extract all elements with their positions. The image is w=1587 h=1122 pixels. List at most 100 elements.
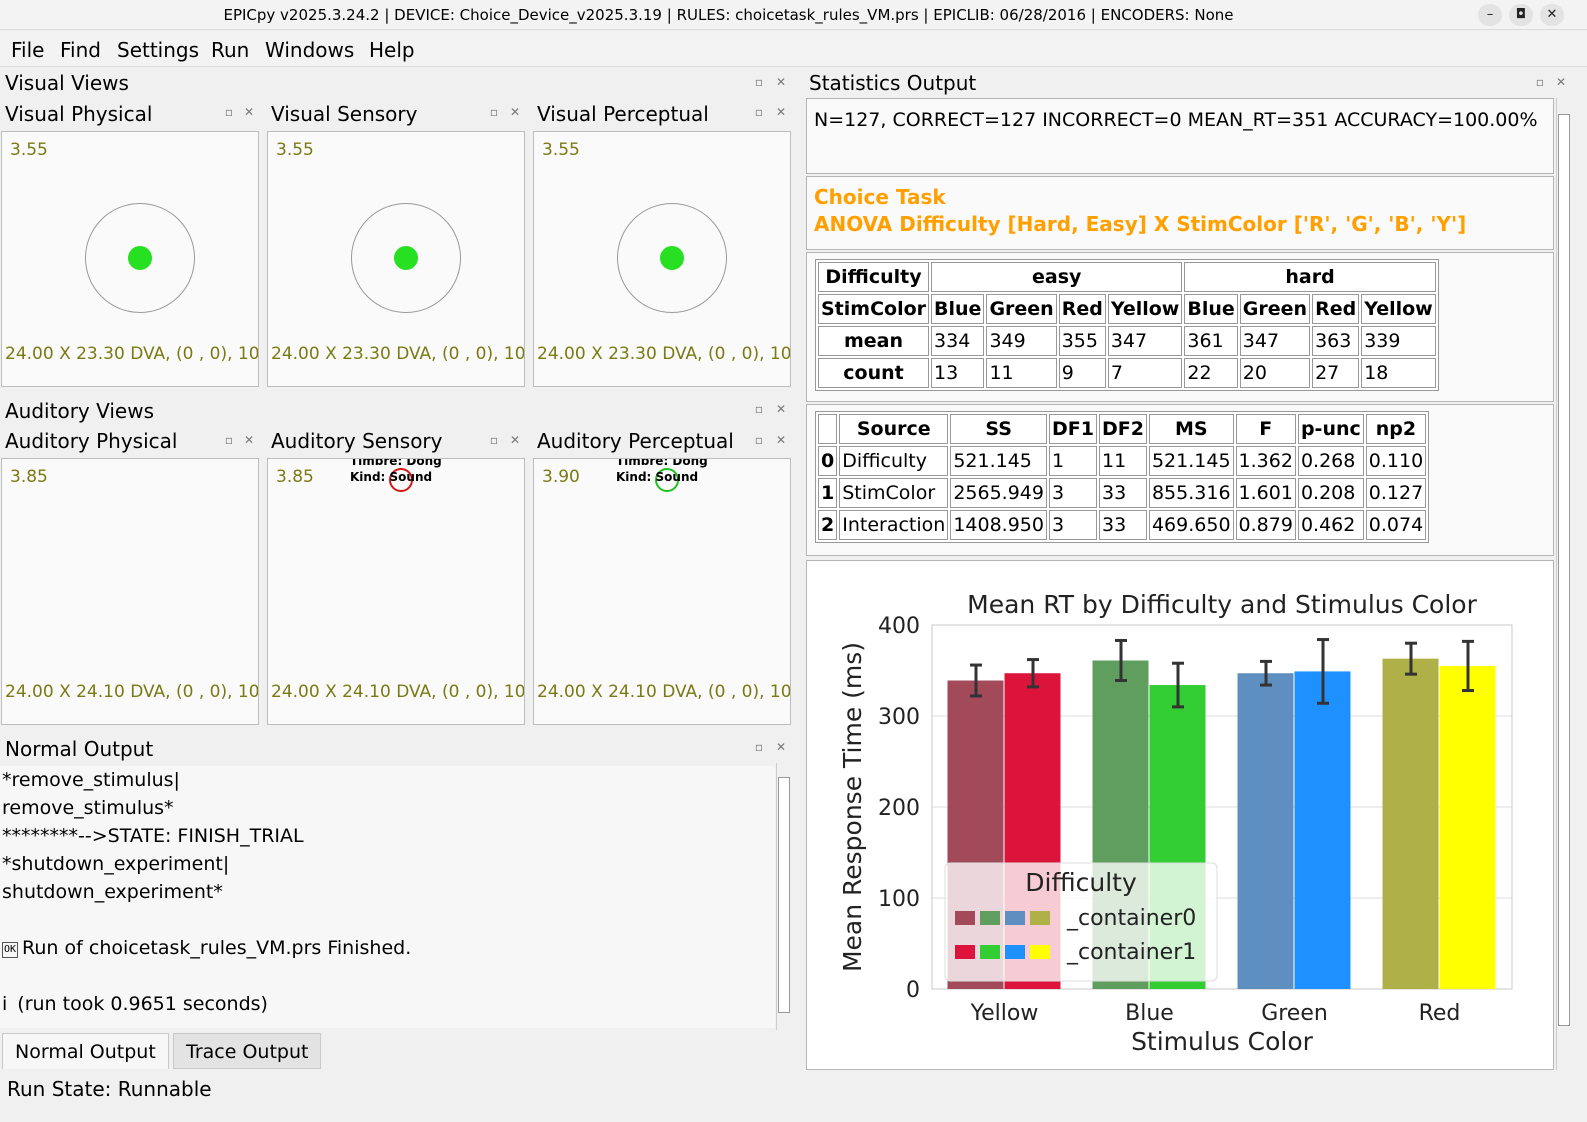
mean-cell: 347: [1107, 326, 1183, 356]
count-cell: 27: [1312, 358, 1360, 388]
count-cell: 20: [1239, 358, 1311, 388]
float-icon[interactable]: ▫: [224, 105, 234, 119]
scale-label: 3.90: [542, 467, 580, 487]
minimize-button[interactable]: –: [1478, 4, 1502, 26]
x-tick-label: Red: [1419, 1001, 1461, 1026]
menu-windows[interactable]: Windows: [265, 38, 355, 62]
anova-cell: 0.462: [1297, 510, 1364, 540]
close-icon[interactable]: ✕: [775, 740, 787, 754]
close-icon[interactable]: ✕: [775, 75, 787, 89]
normal-output-title: Normal Output: [5, 737, 154, 761]
anova-cell: 521.145: [950, 446, 1047, 476]
run-state: Run State: Runnable: [7, 1077, 212, 1101]
close-icon[interactable]: ✕: [509, 433, 521, 447]
descriptives-table: Difficulty easy hard StimColor Blue Gree…: [815, 259, 1439, 391]
visual-sensory-title: Visual Sensory: [271, 102, 418, 126]
statistics-title: Statistics Output: [809, 71, 977, 95]
task-title: Choice Task: [814, 185, 946, 209]
menu-help[interactable]: Help: [369, 38, 415, 62]
float-icon[interactable]: ▫: [224, 433, 234, 447]
visual-sensory-view: 3.55 24.00 X 23.30 DVA, (0 , 0), 10 p/DV…: [267, 131, 525, 387]
view-footer: 24.00 X 24.10 DVA, (0 , 0), 10 p/DVA: [5, 682, 259, 702]
close-icon[interactable]: ✕: [509, 105, 521, 119]
menu-find[interactable]: Find: [60, 38, 101, 62]
view-footer: 24.00 X 23.30 DVA, (0 , 0), 10 p/DVA: [5, 344, 259, 364]
float-icon[interactable]: ▫: [489, 105, 499, 119]
tab-trace-output[interactable]: Trace Output: [173, 1033, 322, 1069]
close-button[interactable]: ✕: [1540, 4, 1564, 26]
auditory-perceptual-title: Auditory Perceptual: [537, 429, 734, 453]
float-icon[interactable]: ▫: [754, 740, 764, 754]
count-cell: 13: [931, 358, 985, 388]
anova-cell: 855.316: [1148, 478, 1234, 508]
row-index: 0: [818, 446, 838, 476]
close-icon[interactable]: ✕: [243, 433, 255, 447]
auditory-sensory-view: 3.85 Timbre: Dong Kind: Sound 24.00 X 24…: [267, 458, 525, 725]
y-axis-label: Mean Response Time (ms): [838, 642, 867, 972]
status-bar: Run State: Runnable: [0, 1072, 1587, 1122]
close-icon[interactable]: ✕: [775, 433, 787, 447]
fovea-ring: [617, 203, 727, 313]
mean-cell: 334: [931, 326, 985, 356]
anova-cell: 0.127: [1365, 478, 1427, 508]
normal-output-text[interactable]: *remove_stimulus| remove_stimulus* *****…: [0, 766, 775, 1028]
output-line: *remove_stimulus|: [2, 769, 180, 791]
menu-run[interactable]: Run: [211, 38, 250, 62]
close-icon[interactable]: ✕: [775, 402, 787, 416]
menu-settings[interactable]: Settings: [117, 38, 200, 62]
float-icon[interactable]: ▫: [1535, 75, 1545, 89]
anova-header: F: [1235, 414, 1296, 444]
statistics-scrollbar[interactable]: [1556, 98, 1570, 1070]
output-line: i (run took 0.9651 seconds): [0, 990, 775, 1018]
chart-box: Mean RT by Difficulty and Stimulus Color…: [806, 560, 1554, 1070]
count-cell: 9: [1058, 358, 1106, 388]
legend-label: _container1: [1066, 940, 1196, 965]
output-scrollbar[interactable]: [776, 763, 791, 1030]
bar: [1439, 665, 1496, 989]
maximize-button[interactable]: ◘: [1509, 4, 1533, 26]
fovea-ring: [85, 203, 195, 313]
anova-cell: StimColor: [839, 478, 949, 508]
mean-row-header: mean: [818, 326, 930, 356]
auditory-physical-title: Auditory Physical: [5, 429, 178, 453]
output-line: [0, 906, 775, 934]
table-row: 1 StimColor 2565.949 3 33 855.316 1.601 0.208 0.…: [818, 478, 1427, 508]
sound-kind-label: Kind: Sound: [616, 470, 699, 484]
scrollbar-thumb[interactable]: [778, 777, 790, 1013]
anova-cell: Interaction: [839, 510, 949, 540]
close-icon[interactable]: ✕: [775, 105, 787, 119]
scale-label: 3.55: [276, 140, 314, 160]
count-cell: 18: [1361, 358, 1436, 388]
tab-normal-output[interactable]: Normal Output: [2, 1033, 169, 1069]
view-footer: 24.00 X 23.30 DVA, (0 , 0), 10 p/DVA: [537, 344, 791, 364]
auditory-perceptual-view: 3.90 Timbre: Dong Kind: Sound 24.00 X 24…: [533, 458, 791, 725]
close-icon[interactable]: ✕: [1555, 75, 1567, 89]
visual-physical-title: Visual Physical: [5, 102, 153, 126]
count-row-header: count: [818, 358, 930, 388]
color-header: Blue: [931, 294, 985, 324]
float-icon[interactable]: ▫: [489, 433, 499, 447]
x-tick-label: Blue: [1125, 1001, 1174, 1026]
fovea-ring: [351, 203, 461, 313]
fixation-point: [128, 246, 152, 270]
float-icon[interactable]: ▫: [754, 105, 764, 119]
anova-cell: 11: [1098, 446, 1147, 476]
float-icon[interactable]: ▫: [754, 75, 764, 89]
sound-source-ring: [389, 468, 413, 492]
menu-file[interactable]: File: [11, 38, 45, 62]
scrollbar-thumb[interactable]: [1558, 114, 1570, 1026]
scale-label: 3.85: [10, 467, 48, 487]
close-icon[interactable]: ✕: [243, 105, 255, 119]
legend-swatch: [1030, 945, 1050, 959]
scale-label: 3.85: [276, 467, 314, 487]
anova-header: SS: [950, 414, 1047, 444]
output-line-text: Run of choicetask_rules_VM.prs Finished.: [22, 937, 412, 959]
bar: [1237, 673, 1294, 989]
group-header: hard: [1184, 262, 1436, 292]
visual-perceptual-view: 3.55 24.00 X 23.30 DVA, (0 , 0), 10 p/DV…: [533, 131, 791, 387]
y-tick-label: 200: [878, 796, 920, 821]
float-icon[interactable]: ▫: [754, 402, 764, 416]
float-icon[interactable]: ▫: [754, 433, 764, 447]
view-footer: 24.00 X 23.30 DVA, (0 , 0), 10 p/DVA: [271, 344, 525, 364]
